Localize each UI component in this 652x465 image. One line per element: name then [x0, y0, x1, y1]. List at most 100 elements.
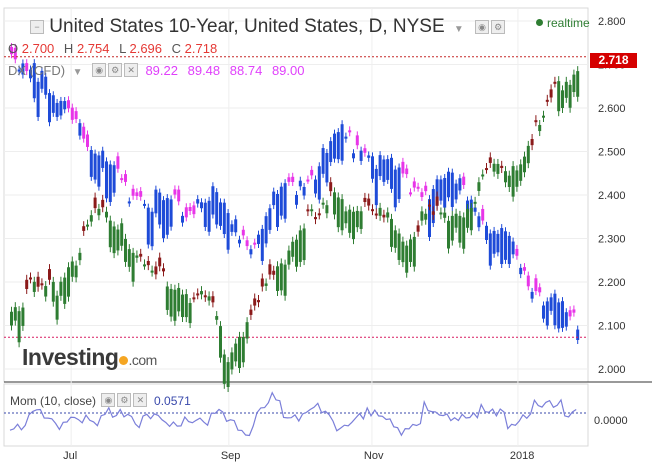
- collapse-icon[interactable]: −: [30, 20, 44, 34]
- chart-gridlines: [3, 7, 652, 447]
- price-candle: [458, 215, 462, 243]
- momentum-line: [9, 391, 577, 437]
- investing-logo: Investing .com: [22, 344, 157, 370]
- dx-candle: [397, 167, 401, 199]
- price-candle: [207, 296, 211, 301]
- price-candle: [112, 226, 116, 254]
- dx-candle: [443, 178, 447, 208]
- price-candle: [371, 209, 374, 212]
- price-candle: [276, 266, 279, 291]
- dx-candle: [511, 241, 515, 255]
- dx-candle: [314, 179, 317, 194]
- price-candle: [352, 211, 355, 240]
- price-candle: [200, 291, 203, 295]
- dx-candle: [333, 133, 336, 159]
- price-candle: [165, 286, 169, 310]
- dx-candle: [306, 179, 310, 182]
- dx-candle: [534, 278, 538, 292]
- price-candle: [412, 236, 416, 267]
- dx-candle: [29, 69, 32, 79]
- high-value: 2.754: [76, 41, 110, 56]
- price-candle: [405, 245, 409, 273]
- close-icon[interactable]: ✕: [133, 393, 148, 407]
- gear-icon[interactable]: ⚙: [117, 393, 132, 407]
- price-candle: [306, 209, 310, 212]
- dx-candle: [169, 199, 173, 227]
- dx-candle: [59, 100, 63, 116]
- gear-icon[interactable]: ⚙: [491, 20, 506, 34]
- dx-candle: [44, 76, 48, 95]
- dx-candle: [25, 63, 29, 72]
- dx-candle: [97, 155, 101, 187]
- price-candle: [93, 197, 97, 209]
- dx-overlay-series: [4, 42, 588, 345]
- price-candle: [561, 90, 564, 108]
- price-candle: [17, 311, 21, 343]
- dx-candle: [165, 198, 169, 235]
- dx-candle: [89, 150, 93, 177]
- price-candle: [127, 249, 131, 267]
- dx-candle: [336, 132, 340, 160]
- price-candle: [481, 174, 485, 177]
- chevron-down-icon[interactable]: ▼: [72, 67, 83, 78]
- dx-candle: [382, 159, 386, 182]
- dx-candle: [276, 193, 279, 228]
- dx-candle: [431, 189, 435, 224]
- price-candle: [272, 270, 276, 275]
- price-candle: [279, 263, 283, 291]
- momentum-pane: [4, 391, 588, 437]
- price-candle: [51, 281, 55, 302]
- dx-candle: [112, 165, 116, 193]
- eye-icon[interactable]: ◉: [475, 20, 490, 34]
- dx-candle: [504, 231, 507, 260]
- price-candle: [150, 270, 154, 273]
- dx-candle: [272, 191, 276, 206]
- price-candle: [553, 81, 557, 84]
- price-candle: [86, 224, 89, 227]
- dx-candle: [21, 63, 25, 75]
- price-candle: [302, 228, 306, 261]
- dx-candle: [321, 148, 325, 174]
- dx-candle: [564, 312, 568, 327]
- dx-candle: [86, 134, 89, 147]
- dx-candle: [55, 102, 59, 117]
- price-candle: [523, 156, 526, 173]
- last-price-flag: 2.718: [590, 53, 637, 68]
- dx-candle: [424, 185, 428, 192]
- close-icon[interactable]: ✕: [124, 63, 139, 77]
- price-candle: [169, 288, 173, 317]
- dx-candle: [253, 242, 257, 245]
- price-candle: [538, 125, 542, 132]
- price-candle: [181, 294, 184, 318]
- eye-icon[interactable]: ◉: [92, 63, 107, 77]
- dx-open-value: 89.22: [145, 63, 178, 78]
- dx-candle: [325, 152, 329, 183]
- dx-candle: [291, 176, 295, 183]
- eye-icon[interactable]: ◉: [101, 393, 116, 407]
- price-candle: [196, 293, 200, 296]
- price-candle: [139, 253, 143, 257]
- price-candle: [428, 204, 431, 207]
- dx-candle: [48, 93, 51, 123]
- gear-icon[interactable]: ⚙: [108, 63, 123, 77]
- price-candle: [25, 279, 29, 289]
- dx-candle: [488, 233, 492, 266]
- dx-candle: [74, 111, 78, 120]
- dx-candle: [428, 199, 431, 238]
- dx-candle: [500, 228, 504, 265]
- close-value: 2.718: [184, 41, 218, 56]
- dx-candle: [120, 178, 124, 181]
- price-candle: [488, 157, 492, 163]
- dx-candle: [553, 293, 557, 326]
- y-tick-label: 2.600: [598, 103, 626, 115]
- momentum-tick-label: 0.0000: [594, 415, 628, 427]
- x-tick-label: Sep: [221, 450, 241, 462]
- price-candle: [576, 71, 580, 97]
- dx-candle: [13, 47, 17, 60]
- chevron-down-icon[interactable]: ▼: [453, 24, 464, 35]
- dx-candle: [450, 172, 454, 207]
- price-candle: [348, 209, 352, 233]
- dx-candle: [105, 161, 108, 199]
- price-candle: [378, 207, 382, 216]
